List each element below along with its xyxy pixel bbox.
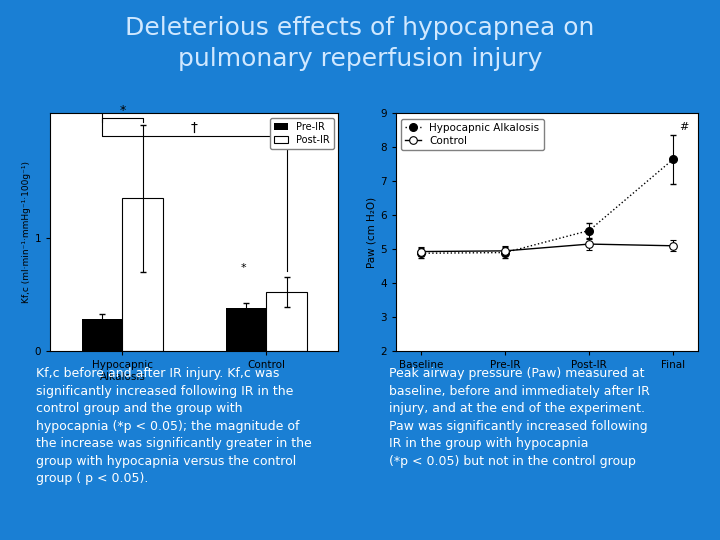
Text: *: * bbox=[120, 104, 125, 117]
Bar bbox=[122, 198, 163, 351]
Bar bbox=[226, 308, 266, 351]
Text: Kf,c before and after IR injury. Kf,c was
significantly increased following IR i: Kf,c before and after IR injury. Kf,c wa… bbox=[36, 367, 312, 485]
Bar bbox=[266, 292, 307, 351]
Legend: Pre-IR, Post-IR: Pre-IR, Post-IR bbox=[270, 118, 333, 149]
Text: #: # bbox=[679, 122, 688, 132]
Legend: Hypocapnic Alkalosis, Control: Hypocapnic Alkalosis, Control bbox=[401, 119, 544, 150]
Text: Peak airway pressure (Paw) measured at
baseline, before and immediately after IR: Peak airway pressure (Paw) measured at b… bbox=[389, 367, 649, 468]
Bar bbox=[82, 319, 122, 351]
Text: *: * bbox=[240, 263, 246, 273]
Text: †: † bbox=[191, 121, 198, 135]
Text: Deleterious effects of hypocapnea on
pulmonary reperfusion injury: Deleterious effects of hypocapnea on pul… bbox=[125, 16, 595, 71]
Y-axis label: Paw (cm H₂O): Paw (cm H₂O) bbox=[366, 197, 376, 268]
Y-axis label: Kf,c (ml·min⁻¹·mmHg⁻¹·100g⁻¹): Kf,c (ml·min⁻¹·mmHg⁻¹·100g⁻¹) bbox=[22, 161, 30, 303]
